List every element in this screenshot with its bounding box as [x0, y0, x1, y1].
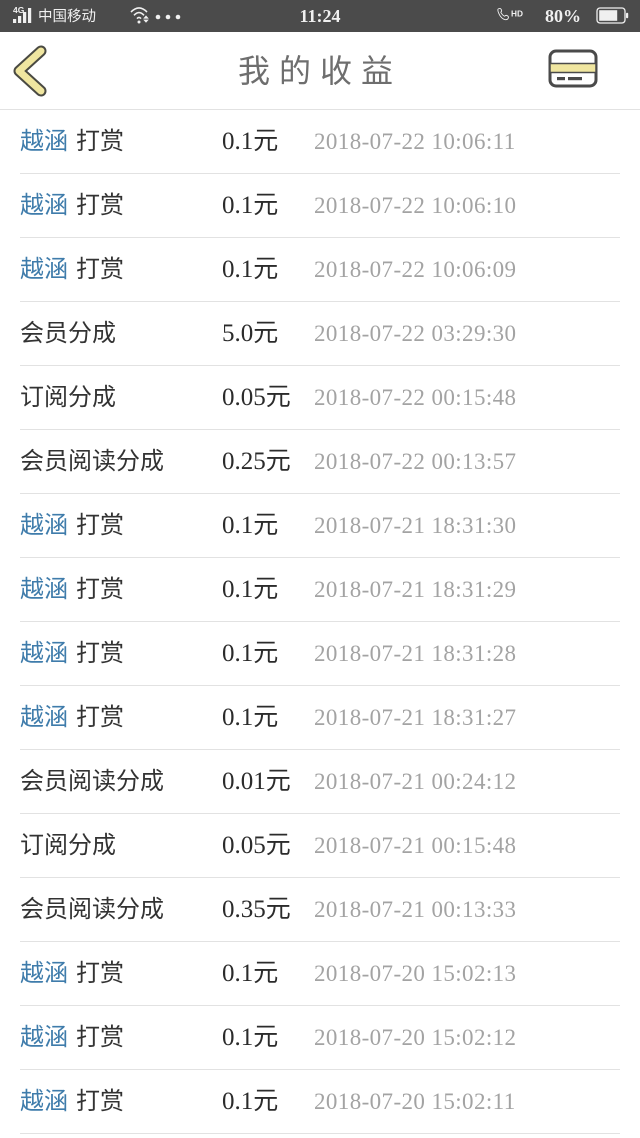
- svg-text:HD: HD: [511, 8, 523, 18]
- svg-text:80%: 80%: [545, 6, 581, 26]
- svg-text:11:24: 11:24: [299, 6, 340, 26]
- svg-text:4G: 4G: [13, 5, 25, 15]
- svg-text:中国移动: 中国移动: [38, 8, 96, 25]
